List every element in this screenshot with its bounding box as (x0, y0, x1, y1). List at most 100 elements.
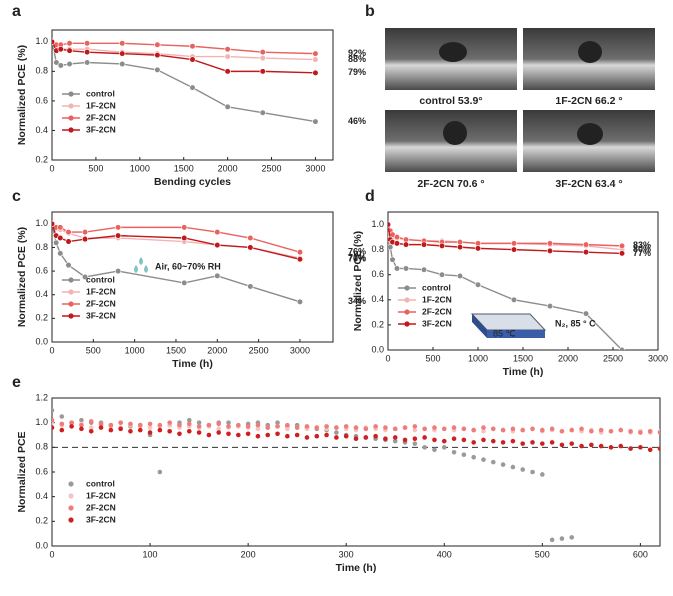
y-tick-label: 0.2 (35, 154, 48, 164)
point (314, 433, 320, 439)
point (294, 425, 300, 430)
point (186, 417, 192, 423)
point (559, 429, 565, 434)
point (540, 472, 545, 477)
legend-label: 1F-2CN (86, 100, 116, 110)
end-label: 70% (348, 254, 366, 264)
y-tick-label: 0.8 (35, 242, 48, 252)
point (559, 442, 565, 448)
y-tick-label: 0.4 (35, 289, 48, 299)
point (549, 537, 555, 543)
point (432, 425, 437, 430)
contact-image (385, 28, 655, 172)
y-axis-title: Normalized PCE (16, 431, 28, 512)
x-tick-label: 500 (88, 163, 103, 173)
marker (57, 224, 64, 231)
droplet-icon (139, 257, 143, 265)
point (206, 422, 212, 428)
x-tick-label: 0 (49, 549, 54, 559)
plot-area (52, 408, 660, 543)
marker (65, 262, 72, 269)
end-label: 92% (348, 48, 366, 58)
legend-marker (68, 493, 74, 499)
x-tick-label: 2500 (262, 163, 282, 173)
marker (66, 47, 73, 54)
point (255, 422, 261, 428)
point (255, 426, 261, 432)
legend-marker (68, 301, 74, 307)
point (226, 420, 231, 425)
point (657, 446, 660, 451)
point (343, 433, 349, 439)
point (412, 424, 418, 429)
heater-side (472, 314, 487, 338)
y-tick-label: 0.4 (35, 125, 48, 135)
marker (474, 245, 482, 252)
point (108, 422, 114, 428)
marker (582, 249, 590, 256)
x-tick-label: 2000 (207, 345, 227, 355)
point (451, 449, 457, 455)
x-tick-label: 600 (633, 549, 648, 559)
point (540, 441, 545, 446)
legend-marker (68, 313, 74, 319)
end-label: 80% (633, 244, 651, 254)
marker (420, 241, 428, 248)
point (108, 427, 114, 433)
point (549, 426, 555, 432)
x-tick-label: 3000 (305, 163, 325, 173)
marker (81, 273, 89, 281)
marker (181, 279, 188, 287)
legend-marker (68, 505, 74, 511)
point (520, 467, 526, 472)
legend-label: 1F-2CN (86, 286, 116, 296)
marker (312, 118, 319, 125)
x-tick-label: 1500 (513, 353, 533, 363)
end-label: 83% (633, 240, 651, 250)
panel-letter: a (12, 3, 21, 20)
marker (296, 249, 304, 256)
plot-frame (51, 397, 661, 547)
marker (189, 43, 196, 50)
legend-label: 3F-2CN (86, 124, 116, 134)
marker (224, 103, 231, 110)
point (471, 440, 476, 445)
point (647, 429, 653, 434)
marker (393, 233, 401, 241)
y-axis-title: Normalized PCE (%) (16, 227, 28, 327)
x-tick-label: 3000 (290, 345, 310, 355)
marker (402, 265, 410, 272)
point (52, 425, 55, 430)
image-label: 3F-2CN 63.4 ° (555, 178, 622, 190)
y-tick-label: 1.0 (35, 417, 48, 427)
marker (119, 40, 126, 47)
legend-label: 2F-2CN (422, 306, 452, 316)
marker (312, 56, 319, 63)
legend-marker (404, 297, 410, 303)
marker (57, 234, 64, 242)
marker (52, 38, 56, 45)
y-axis-title: Normalized PCE (%) (16, 45, 28, 145)
marker (154, 52, 161, 59)
legend-marker (404, 285, 410, 291)
point (530, 440, 535, 445)
marker (389, 256, 396, 263)
point (559, 536, 565, 541)
end-label: 34% (348, 296, 366, 306)
point (589, 429, 594, 434)
marker (181, 224, 188, 231)
x-axis-title: Time (h) (172, 358, 213, 370)
point (59, 427, 65, 433)
point (285, 426, 290, 432)
marker (84, 49, 91, 56)
marker (154, 66, 161, 73)
point (353, 425, 359, 430)
y-tick-label: 0.6 (371, 269, 384, 279)
marker (388, 221, 392, 228)
marker (214, 241, 221, 249)
marker (189, 56, 196, 63)
point (304, 424, 310, 429)
plot-frame (51, 29, 334, 161)
marker (582, 310, 590, 317)
point (520, 427, 526, 433)
